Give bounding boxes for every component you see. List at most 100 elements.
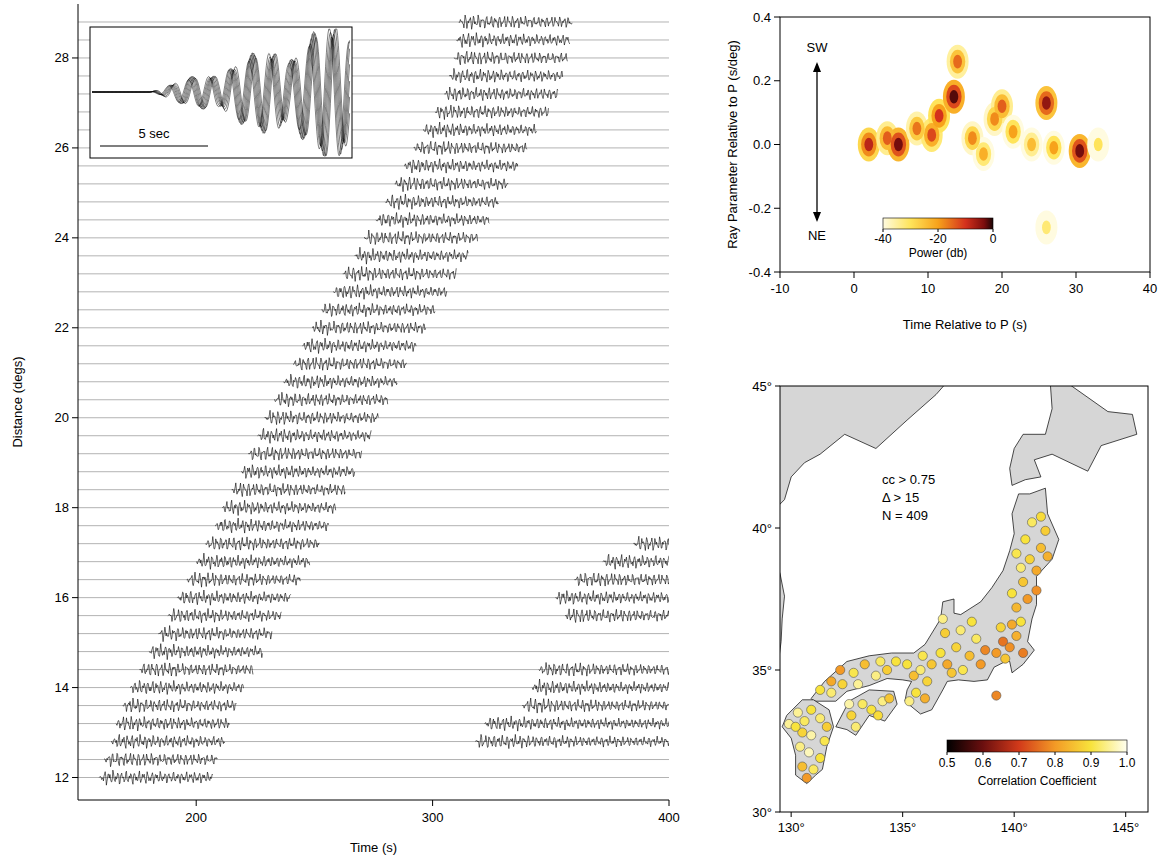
power-blob bbox=[1087, 128, 1109, 162]
colorbar-tick bbox=[1127, 752, 1128, 755]
x-tick-label: 135° bbox=[889, 820, 916, 835]
colorbar-tick bbox=[1019, 752, 1020, 755]
power-blob bbox=[947, 45, 969, 79]
station bbox=[936, 648, 945, 657]
trace-baseline bbox=[78, 543, 669, 544]
trace-wiggle bbox=[565, 609, 669, 623]
trace-wiggle bbox=[258, 428, 371, 443]
station bbox=[903, 660, 912, 669]
station bbox=[918, 651, 927, 660]
traces bbox=[78, 15, 669, 785]
trace-wiggle bbox=[532, 679, 669, 695]
trace-wiggle bbox=[130, 680, 243, 694]
power-blob bbox=[1027, 138, 1036, 152]
station bbox=[882, 665, 891, 674]
trace-baseline bbox=[78, 327, 669, 328]
colorbar-tick bbox=[983, 752, 984, 755]
land bbox=[780, 386, 958, 528]
trace-wiggle bbox=[522, 698, 669, 713]
station bbox=[1012, 631, 1021, 640]
station bbox=[1032, 586, 1041, 595]
trace-wiggle bbox=[241, 465, 354, 479]
station bbox=[871, 671, 880, 680]
power-blob bbox=[968, 131, 977, 145]
colorbar-tick-label: -20 bbox=[929, 232, 947, 246]
colorbar-tick bbox=[1091, 752, 1092, 755]
power-blob bbox=[1069, 134, 1091, 168]
station bbox=[1025, 555, 1034, 564]
x-tick-label: 300 bbox=[422, 810, 444, 825]
trace-baseline bbox=[78, 525, 669, 526]
station bbox=[1023, 594, 1032, 603]
station bbox=[1007, 620, 1016, 629]
station bbox=[1021, 535, 1030, 544]
inset: 5 sec bbox=[90, 27, 352, 158]
y-tick-label: 20 bbox=[55, 410, 69, 425]
y-tick bbox=[774, 208, 780, 209]
direction-label: NE bbox=[808, 228, 826, 243]
y-tick bbox=[72, 57, 78, 58]
power-blob bbox=[861, 133, 876, 157]
station bbox=[791, 722, 800, 731]
trace-baseline bbox=[78, 165, 669, 166]
inset-waveform bbox=[92, 32, 350, 156]
trace-wiggle bbox=[274, 392, 387, 407]
power-blob bbox=[1046, 136, 1061, 160]
station bbox=[876, 657, 885, 666]
y-tick-label: 22 bbox=[55, 320, 69, 335]
power-blob bbox=[946, 85, 961, 109]
trace-wiggle bbox=[539, 662, 669, 676]
trace-wiggle bbox=[423, 122, 536, 138]
trace-wiggle bbox=[284, 374, 397, 388]
trace-wiggle bbox=[364, 230, 477, 245]
station bbox=[807, 705, 816, 714]
y-tick bbox=[72, 147, 78, 148]
station bbox=[938, 614, 947, 623]
trace-wiggle bbox=[123, 698, 236, 712]
station bbox=[836, 665, 845, 674]
y-axis-title: Ray Parameter Relative to P (s/deg) bbox=[725, 40, 740, 249]
station bbox=[1012, 603, 1021, 612]
station bbox=[1019, 577, 1028, 586]
x-tick bbox=[928, 272, 929, 278]
trace-baseline bbox=[78, 435, 669, 436]
power-blob bbox=[1075, 144, 1084, 158]
y-tick bbox=[774, 144, 780, 145]
x-tick bbox=[196, 800, 197, 806]
power-blob bbox=[864, 138, 873, 152]
trace-baseline bbox=[78, 759, 669, 760]
y-tick-label: 28 bbox=[55, 50, 69, 65]
x-tick-label: 140° bbox=[1001, 820, 1028, 835]
station bbox=[1027, 518, 1036, 527]
power-blob bbox=[909, 117, 924, 141]
y-tick-label: 0.0 bbox=[753, 137, 771, 152]
trace-wiggle bbox=[414, 141, 527, 154]
trace-wiggle bbox=[456, 33, 569, 48]
y-tick-label: 35° bbox=[752, 663, 772, 678]
station bbox=[816, 685, 825, 694]
y-tick bbox=[774, 80, 780, 81]
trace-wiggle bbox=[116, 716, 229, 731]
station bbox=[1005, 643, 1014, 652]
station bbox=[940, 628, 949, 637]
power-blob bbox=[953, 55, 962, 69]
trace-wiggle bbox=[475, 734, 669, 748]
power-blob bbox=[894, 138, 903, 152]
colorbar-tick-label: 0.8 bbox=[1047, 756, 1064, 770]
power-blob bbox=[990, 112, 999, 126]
land bbox=[836, 690, 897, 735]
trace-wiggle bbox=[187, 572, 300, 587]
power-blob bbox=[913, 122, 922, 136]
power-blob bbox=[1035, 210, 1057, 244]
y-tick bbox=[72, 327, 78, 328]
y-tick bbox=[72, 777, 78, 778]
power-cells bbox=[858, 45, 1109, 245]
colorbar-tick-label: 0.9 bbox=[1083, 756, 1100, 770]
power-blob bbox=[931, 104, 946, 128]
colorbar-tick bbox=[1055, 752, 1056, 755]
colorbar bbox=[947, 740, 1127, 752]
scale-label: 5 sec bbox=[138, 126, 170, 141]
y-tick-label: 0.4 bbox=[753, 10, 771, 25]
trace-wiggle bbox=[385, 194, 498, 209]
station bbox=[816, 714, 825, 723]
